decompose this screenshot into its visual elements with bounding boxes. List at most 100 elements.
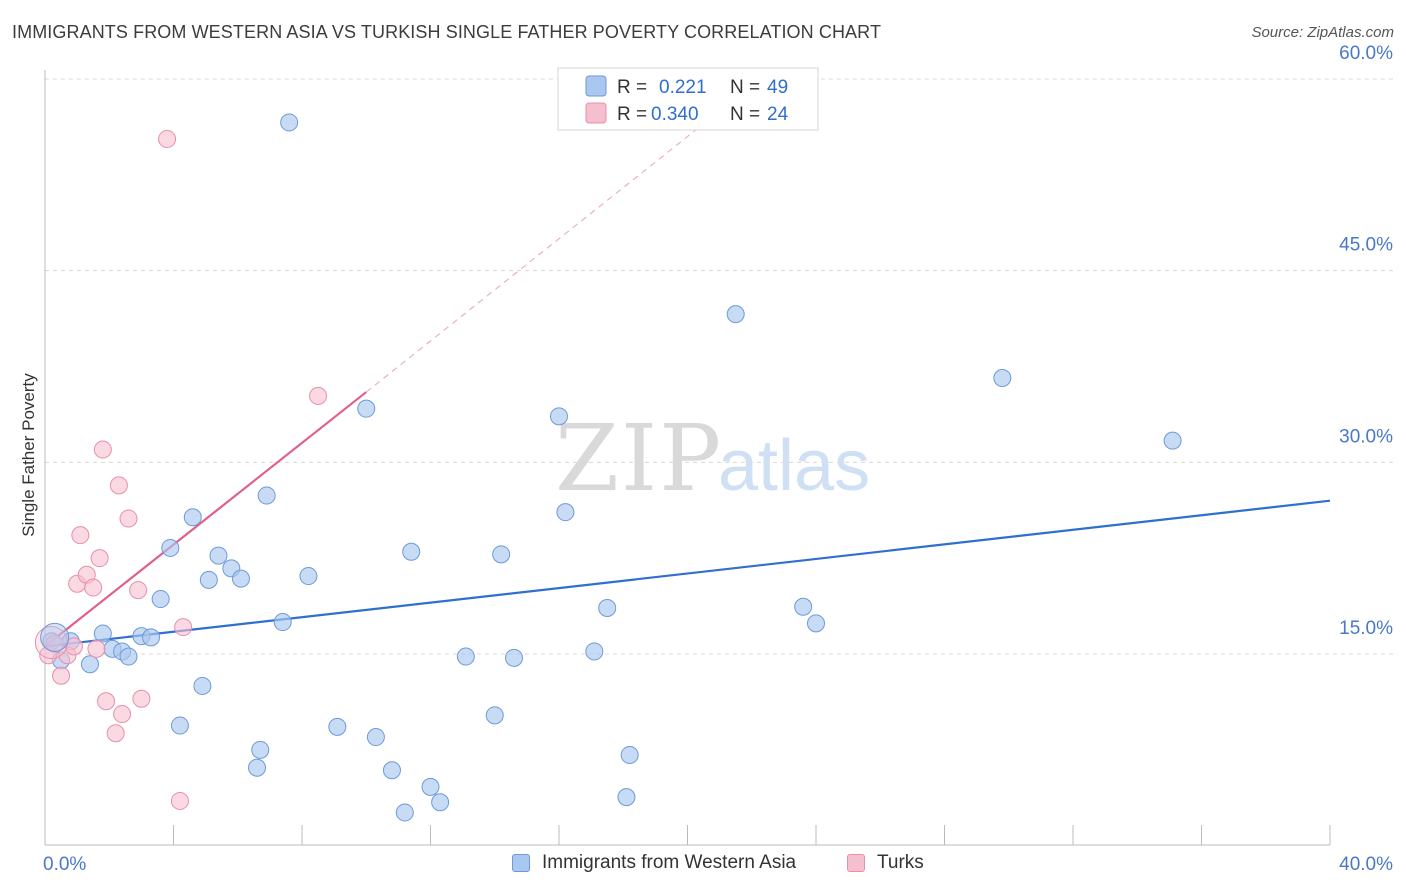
point-western-asia [273,613,292,632]
point-western-asia [993,369,1012,387]
legend-label-turks: Turks [877,852,924,873]
legend-swatch-western-asia [512,854,530,872]
trend-line-western-asia [44,499,1331,648]
point-western-asia [248,758,267,777]
watermark-zip: ZIP [555,405,723,512]
axes [44,70,1331,846]
point-western-asia [357,399,376,418]
point-western-asia [280,113,299,132]
y-tick-label: 30.0% [1339,426,1393,447]
point-western-asia [585,642,604,661]
bottom-legend: Immigrants from Western Asia Turks [0,850,1406,880]
point-western-asia [1163,431,1182,450]
point-western-asia [598,599,617,617]
point-western-asia [550,407,568,426]
watermark: ZIP atlas [555,405,870,512]
point-turks [119,509,138,528]
y-axis-label: Single Father Poverty [19,373,38,537]
point-western-asia [183,508,202,527]
point-turks [71,526,90,545]
legend-item-turks: Turks [847,852,924,874]
y-tick-label: 60.0% [1339,43,1393,64]
point-western-asia [161,538,180,557]
source-label: Source: ZipAtlas.com [1251,24,1394,41]
legend-box: R = 0.221 N = 49 R = 0.340 N = 24 [557,67,819,131]
trend-extension-turks [365,125,701,393]
point-turks [52,666,71,685]
point-western-asia [251,740,270,759]
point-turks [170,791,189,810]
point-western-asia [556,503,575,522]
point-turks [129,581,148,600]
legend-n-label-2: N = [730,104,760,125]
point-western-asia [620,745,639,764]
point-western-asia [142,628,161,647]
legend-swatch-blue [585,75,607,97]
legend-swatch-turks [847,854,865,872]
point-turks [113,705,132,724]
point-western-asia [431,793,450,812]
legend-n-value-1: 49 [767,77,788,98]
point-turks [93,440,112,459]
point-western-asia-cluster [40,622,70,652]
point-western-asia [794,597,813,616]
point-western-asia [199,570,218,589]
y-tick-label: 15.0% [1339,618,1393,639]
data-points [34,113,1182,822]
point-turks [158,130,177,149]
y-tick-label: 45.0% [1339,235,1393,256]
chart-title: IMMIGRANTS FROM WESTERN ASIA VS TURKISH … [12,22,882,42]
point-western-asia [505,648,524,667]
point-turks [45,634,64,653]
y-tick-labels: 15.0% 30.0% 45.0% 60.0% [1339,43,1393,639]
legend-label-western-asia: Immigrants from Western Asia [542,852,797,873]
point-western-asia [170,716,189,735]
point-turks [109,476,128,495]
legend-r-value-2: 0.340 [651,104,699,125]
point-western-asia [119,647,138,666]
point-western-asia [421,777,440,796]
point-turks [132,689,151,708]
point-turks [90,549,109,568]
point-turks [309,386,328,405]
legend-item-western-asia: Immigrants from Western Asia [512,852,796,874]
point-western-asia [456,647,475,666]
point-western-asia [402,542,421,561]
point-western-asia [93,624,112,643]
point-western-asia [617,788,636,807]
x-tick-labels: 0.0% 40.0% [43,854,1393,875]
point-western-asia [807,614,825,633]
legend-r-label-2: R = [617,104,647,125]
point-western-asia [485,706,504,725]
x-tick-label: 0.0% [43,854,86,875]
point-western-asia [328,717,347,736]
point-turks [87,639,106,658]
trend-line-turks [44,391,367,648]
point-western-asia [299,567,318,586]
point-western-asia [395,803,414,822]
point-western-asia [726,305,745,324]
legend-n-label-1: N = [730,77,760,98]
point-western-asia [231,569,250,588]
point-western-asia [257,486,276,505]
legend-r-value-1: 0.221 [659,77,707,98]
point-western-asia [366,728,385,747]
trend-lines [44,125,1331,648]
watermark-atlas: atlas [718,426,870,506]
point-western-asia [151,590,170,609]
x-tick-label: 40.0% [1339,854,1393,875]
point-turks [106,724,125,743]
legend-n-value-2: 24 [767,104,789,125]
point-turks [174,618,193,637]
legend-r-label-1: R = [617,77,647,98]
gridlines [45,78,1395,655]
point-turks [97,692,116,711]
point-western-asia [80,655,99,674]
legend-swatch-pink [585,102,607,124]
point-western-asia [193,676,212,695]
point-turks [84,578,103,597]
point-western-asia [492,545,511,564]
point-western-asia [382,761,401,780]
point-western-asia [209,546,228,565]
